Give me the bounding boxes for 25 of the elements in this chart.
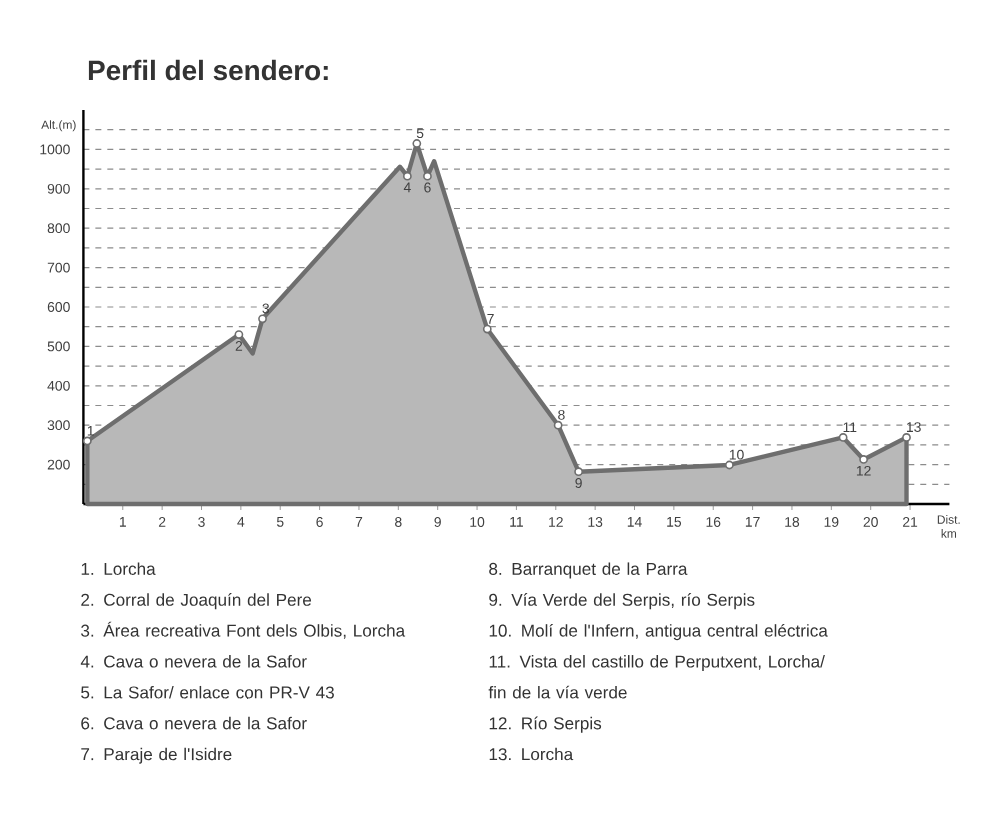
- text: 10. Molí de l'Infern, antigua central eléctrica: [489, 623, 828, 641]
- point: [412, 139, 422, 148]
- text: 5. La Safor/ enlace con PR-V 43: [81, 685, 334, 699]
- text: 8. Barranquet de la Parra: [489, 562, 688, 579]
- chart-title: Perfil del sendero:: [88, 59, 328, 81]
- point: [258, 314, 267, 324]
- point: [859, 455, 868, 464]
- text: 3. Área recreativa Font dels Olbis, Lorcha: [81, 621, 406, 639]
- text: 1. Lorcha: [81, 562, 156, 575]
- text: 7. Paraje de l'Isidre: [81, 747, 232, 764]
- point: [482, 324, 492, 334]
- point: [574, 467, 583, 477]
- point: [553, 420, 563, 430]
- text: 6. Cava o nevera de la Safor: [81, 716, 307, 730]
- point: [234, 330, 244, 339]
- point: [838, 433, 848, 442]
- text: 4. Cava o nevera de la Safor: [80, 655, 307, 668]
- text: 11. Vista del castillo de Perputxent, Lorcha/ fin de la vía verde: [488, 655, 825, 699]
- point: [82, 436, 92, 446]
- text: 9. Vía Verde del Serpis, río Serpis: [489, 593, 755, 610]
- text: 2. Corral de Joaquín del Pere: [81, 593, 312, 610]
- text: 13. Lorcha: [489, 747, 574, 761]
- text: 12. Río Serpis: [489, 716, 602, 733]
- point: [902, 433, 911, 442]
- point: [724, 460, 734, 470]
